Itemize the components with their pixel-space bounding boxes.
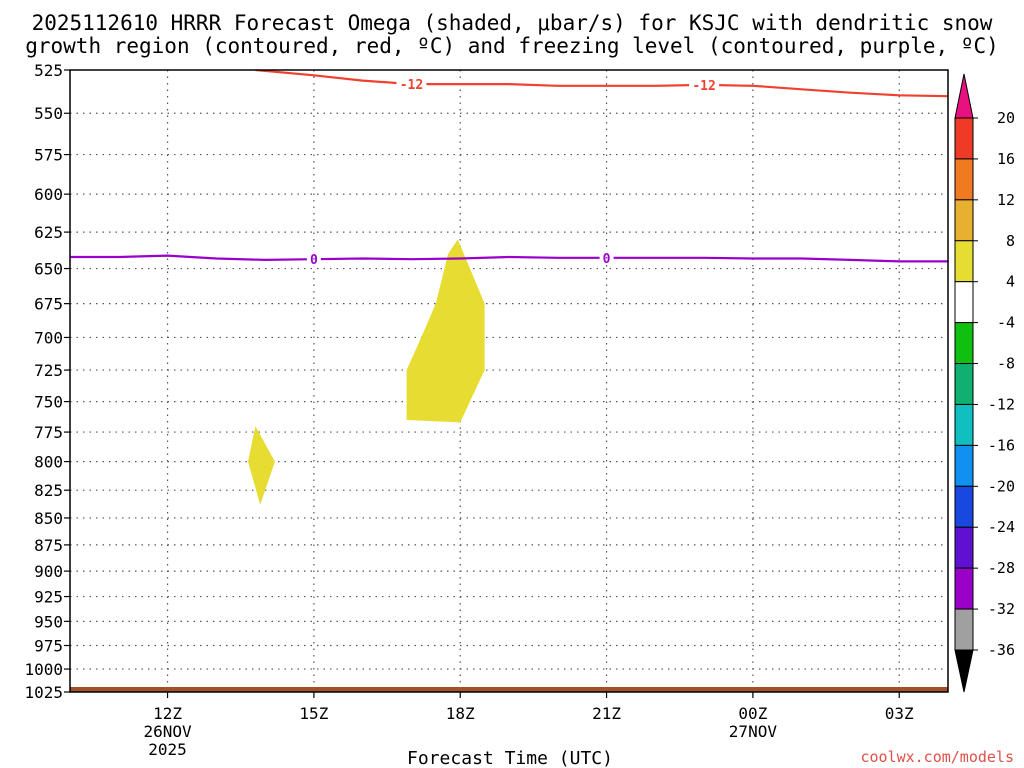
credit-text: coolwx.com/models	[860, 748, 1014, 766]
plot-area: -12 -12 0 0 525 550 575 600 625 650 675 700 725 750 77…	[24, 61, 949, 759]
colorbar-label: -36	[988, 641, 1015, 659]
y-tick-label: 800	[34, 453, 63, 472]
x-tick-label: 00Z	[738, 704, 767, 723]
colorbar-swatch	[954, 608, 974, 651]
x-axis-title: Forecast Time (UTC)	[407, 748, 613, 768]
colorbar-label: -12	[988, 395, 1015, 413]
omega-region-1	[248, 426, 275, 505]
colorbar-swatch	[954, 444, 974, 487]
colorbar-top-arrow	[954, 73, 974, 119]
colorbar-swatch	[954, 485, 974, 528]
y-tick-label: 1025	[24, 683, 63, 702]
colorbar-label: 8	[1006, 232, 1015, 250]
colorbar-swatch	[954, 158, 974, 201]
colorbar-swatch	[954, 403, 974, 446]
contour-label-bg	[306, 252, 321, 267]
colorbar-bottom-arrow	[954, 649, 974, 693]
y-tick-label: 850	[34, 509, 63, 528]
colorbar-label: -4	[997, 314, 1015, 332]
x-tick-date: 26NOV	[143, 722, 192, 741]
colorbar-label: 12	[997, 191, 1015, 209]
colorbar-label: -16	[988, 436, 1015, 454]
contour-label--12: -12	[400, 78, 423, 93]
x-tick-label: 18Z	[446, 704, 475, 723]
y-tick-label: 925	[34, 588, 63, 607]
x-tick-label: 15Z	[299, 704, 328, 723]
y-tick-label: 950	[34, 612, 63, 631]
plot-content: -12 -12 0 0	[70, 70, 948, 692]
chart-title-line1: 2025112610 HRRR Forecast Omega (shaded, …	[32, 11, 993, 35]
colorbar-swatch	[954, 117, 974, 160]
x-tick-label: 03Z	[885, 704, 914, 723]
y-tick-label: 900	[34, 562, 63, 581]
y-tick-label: 875	[34, 536, 63, 555]
y-tick-label: 775	[34, 423, 63, 442]
y-tick-label: 675	[34, 295, 63, 314]
colorbar-label: -20	[988, 477, 1015, 495]
y-tick-label: 550	[34, 104, 63, 123]
plot-frame	[69, 69, 949, 693]
x-tick-date: 27NOV	[729, 722, 778, 741]
colorbar-swatch	[954, 240, 974, 283]
contour-line--12	[255, 70, 948, 98]
colorbar-label: 16	[997, 150, 1015, 168]
y-tick-label: 1000	[24, 660, 63, 679]
colorbar-swatch	[954, 363, 974, 405]
colorbar-label: 4	[1006, 273, 1015, 291]
chart-title-line2: growth region (contoured, red, ºC) and f…	[25, 34, 999, 58]
colorbar-label: -24	[988, 518, 1015, 536]
y-tick-label: 975	[34, 637, 63, 656]
colorbar-swatch	[954, 281, 974, 324]
colorbar-swatch	[954, 322, 974, 365]
y-tick-label: 750	[34, 393, 63, 412]
contour-line-0	[70, 254, 948, 263]
y-tick-label: 600	[34, 185, 63, 204]
contour-label-0: 0	[310, 253, 318, 268]
colorbar-label: -28	[988, 559, 1015, 577]
colorbar-label: 20	[997, 109, 1015, 127]
colorbar-label: -8	[997, 355, 1015, 373]
x-tick-label: 12Z	[153, 704, 182, 723]
colorbar-swatch	[954, 526, 974, 569]
y-tick-label: 525	[34, 61, 63, 80]
y-tick-label: 700	[34, 328, 63, 347]
y-tick-label: 575	[34, 146, 63, 165]
x-tick-label: 21Z	[592, 704, 621, 723]
terrain-strip	[70, 687, 948, 692]
contour-label-bg	[396, 77, 427, 92]
y-tick-label: 825	[34, 481, 63, 500]
y-tick-label: 725	[34, 361, 63, 380]
omega-region-2	[406, 239, 485, 423]
contour-label-0: 0	[603, 252, 611, 267]
x-tick-year: 2025	[148, 740, 187, 759]
colorbar: 20 16 12 8 4 -4 -8 -12 -16 -20 -24 -28 -32 -36	[954, 73, 1015, 693]
y-tick-label: 650	[34, 260, 63, 279]
colorbar-swatch	[954, 199, 974, 242]
contour-label-bg	[599, 250, 614, 265]
colorbar-label: -32	[988, 600, 1015, 618]
colorbar-swatch	[954, 567, 974, 610]
contour-label--12: -12	[692, 79, 715, 94]
y-tick-label: 625	[34, 223, 63, 242]
contour-label-bg	[689, 77, 720, 92]
